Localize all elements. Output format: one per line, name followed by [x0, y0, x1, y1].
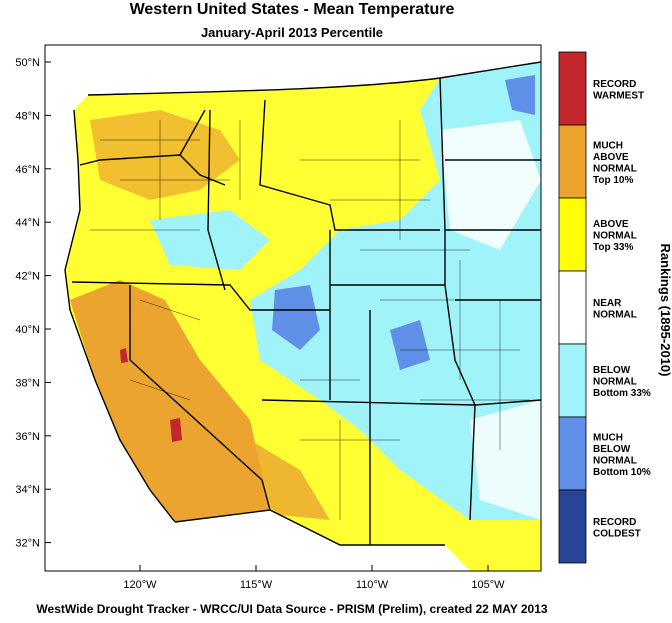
legend-label: NEAR	[593, 298, 622, 309]
latitude-axis: 50°N 48°N 46°N 44°N 42°N 40°N 38°N 36°N 34°N 32°N	[15, 57, 51, 550]
legend-swatch	[558, 124, 587, 199]
legend-label: ABOVE	[593, 219, 629, 230]
legend-label: NORMAL	[593, 309, 637, 320]
lat-label: 36°N	[15, 431, 40, 443]
legend-label: Bottom 33%	[593, 388, 651, 399]
lat-label: 42°N	[15, 271, 40, 283]
legend-label: Bottom 10%	[593, 467, 651, 478]
legend-swatch	[558, 197, 587, 272]
footer: WestWide Drought Tracker - WRCC/UI Data …	[36, 602, 547, 616]
legend-label: MUCH	[593, 140, 623, 151]
lon-label: 105°W	[471, 579, 505, 591]
legend-swatch	[558, 489, 587, 564]
legend-label: RECORD	[593, 79, 636, 90]
legend-label: MUCH	[593, 432, 623, 443]
legend-label: NORMAL	[593, 455, 637, 466]
legend-label: BELOW	[593, 365, 631, 376]
legend-swatch	[558, 343, 587, 418]
lat-label: 38°N	[15, 377, 40, 389]
lat-label: 50°N	[15, 57, 40, 69]
lat-label: 32°N	[15, 538, 40, 550]
legend-label: NORMAL	[593, 163, 637, 174]
much-above-area	[90, 110, 240, 200]
near-area	[470, 400, 541, 520]
lat-label: 34°N	[15, 484, 40, 496]
lat-label: 48°N	[15, 110, 40, 122]
legend-label: COLDEST	[593, 528, 641, 539]
below-area	[150, 210, 270, 270]
much-above-area	[70, 280, 270, 522]
lat-label: 40°N	[15, 324, 40, 336]
much-above-area	[200, 420, 330, 520]
legend-label: RECORD	[593, 517, 636, 528]
record-warm-area	[120, 348, 128, 363]
lat-label: 44°N	[15, 217, 40, 229]
lon-label: 110°W	[356, 579, 389, 591]
legend-label: WARMEST	[593, 90, 644, 101]
much-below-area	[390, 320, 430, 370]
subtitle: January-April 2013 Percentile	[201, 25, 383, 40]
county-lines	[90, 120, 530, 520]
legend-swatch	[558, 51, 587, 126]
record-warm-area	[170, 418, 182, 442]
map	[45, 45, 541, 571]
legend-swatch	[558, 416, 587, 491]
legend-label: ABOVE	[593, 152, 629, 163]
lon-label: 115°W	[240, 579, 273, 591]
legend-label: NORMAL	[593, 377, 637, 388]
legend-title: Rankings (1895-2010)	[658, 244, 672, 377]
much-below-area	[272, 285, 320, 350]
near-area	[440, 120, 541, 250]
longitude-axis: 120°W 115°W 110°W 105°W	[123, 565, 505, 591]
legend-label: Top 10%	[593, 175, 633, 186]
legend-label: Top 33%	[593, 242, 633, 253]
legend-label: NORMAL	[593, 231, 637, 242]
title: Western United States - Mean Temperature	[130, 1, 455, 18]
state-borders	[64, 61, 541, 546]
lat-label: 46°N	[15, 164, 40, 176]
much-below-area	[505, 75, 535, 115]
lon-label: 120°W	[123, 579, 157, 591]
legend-label: BELOW	[593, 444, 631, 455]
map-frame	[44, 44, 542, 572]
legend-swatch	[558, 270, 587, 345]
